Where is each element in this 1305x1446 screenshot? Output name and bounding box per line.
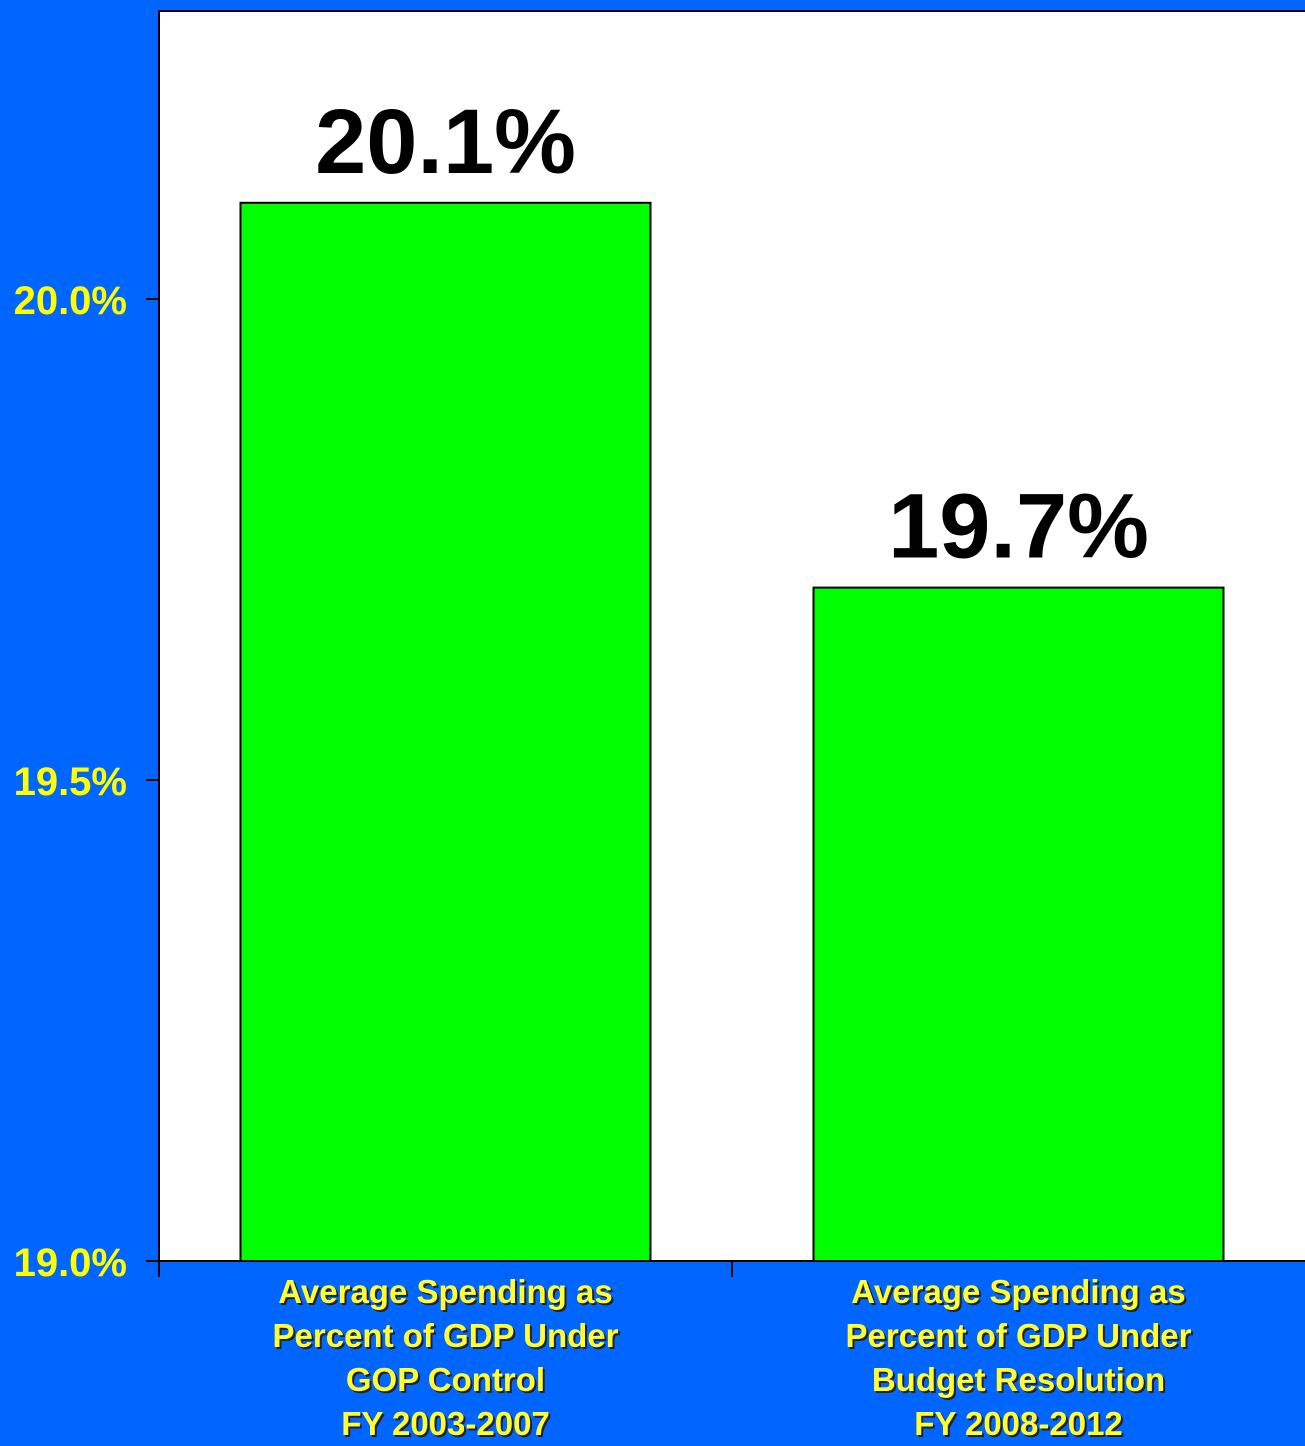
x-category-label-line: FY 2008-2012 <box>914 1405 1123 1442</box>
x-category-label-line: GOP Control <box>345 1361 546 1398</box>
x-category-label-line: Percent of GDP Under <box>272 1317 619 1354</box>
bar <box>812 586 1225 1262</box>
x-category-label-line: Budget Resolution <box>871 1361 1166 1398</box>
y-axis: 19.0% 19.5% 20.0% <box>14 11 160 1285</box>
x-axis <box>158 1260 1305 1277</box>
x-category-label: Average Spending as Percent of GDP Under B… <box>784 1270 1254 1446</box>
x-category-label-line: Average Spending as <box>851 1273 1186 1310</box>
data-label: 20.1% <box>315 91 576 193</box>
y-tick-label: 20.0% <box>14 279 127 323</box>
data-label: 19.7% <box>888 476 1149 578</box>
y-tick-label: 19.5% <box>14 760 127 804</box>
bar <box>239 201 652 1262</box>
x-category-label-line: Percent of GDP Under <box>845 1317 1192 1354</box>
data-labels: 20.1% 19.7% <box>315 91 1149 578</box>
x-category-label-line: FY 2003-2007 <box>341 1405 550 1442</box>
x-category-label: Average Spending as Percent of GDP Under G… <box>211 1270 681 1446</box>
x-category-label-line: Average Spending as <box>278 1273 613 1310</box>
y-tick-label: 19.0% <box>14 1241 127 1285</box>
